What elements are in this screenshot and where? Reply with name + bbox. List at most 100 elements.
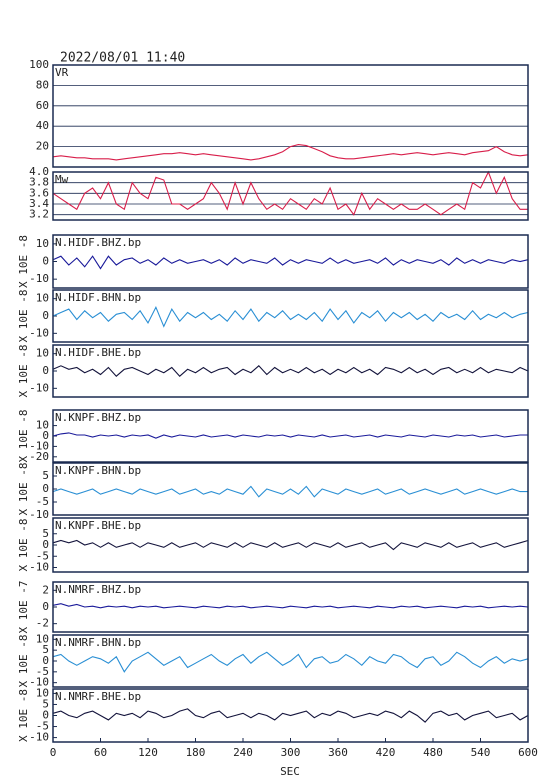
series-line [52, 708, 529, 723]
y-axis-label: X 10E -8 [17, 463, 30, 516]
y-tick-label: 10 [36, 419, 49, 432]
y-tick-label: 0 [42, 364, 49, 377]
panel-frame [52, 581, 529, 633]
x-axis-label: SEC [280, 765, 300, 778]
y-tick-label: 100 [29, 58, 49, 71]
series-line [52, 432, 528, 439]
panel-label: N.NMRF.BHE.bp [55, 690, 141, 703]
y-tick-label: 10 [36, 237, 49, 250]
x-tick-label: 0 [50, 746, 57, 759]
y-axis-label: X 10E -8 [17, 290, 30, 343]
y-axis-label: X 10E -8 [17, 635, 30, 688]
series-line [52, 305, 529, 328]
y-tick-label: -5 [36, 495, 49, 508]
y-tick-label: 0 [42, 654, 49, 667]
y-tick-label: 5 [42, 643, 49, 656]
y-tick-label: -5 [36, 549, 49, 562]
y-tick-label: 20 [36, 140, 49, 153]
y-axis-label: X 10E -8 [17, 519, 30, 572]
y-axis-label: X 10E -7 [17, 581, 30, 634]
chart-title: 2022/08/01 11:40 [60, 51, 185, 66]
x-tick-label: 120 [138, 746, 158, 759]
panel-frame [52, 517, 529, 573]
y-tick-label: 10 [36, 632, 49, 645]
y-tick-label: 10 [36, 347, 49, 360]
panel-label: N.HIDF.BHN.bp [55, 291, 141, 304]
y-tick-label: -5 [36, 720, 49, 733]
y-axis-label: X 10E -8 [17, 689, 30, 742]
y-tick-label: 4.0 [29, 165, 49, 178]
series-line [52, 485, 528, 498]
y-tick-label: 0 [42, 482, 49, 495]
x-tick-label: 420 [376, 746, 396, 759]
series-line [52, 651, 529, 673]
y-axis-label: X 10E -8 [17, 410, 30, 463]
y-axis-label: X 10E -8 [17, 235, 30, 288]
panel-label: N.KNPF.BHZ.bp [55, 411, 141, 424]
y-tick-label: -10 [29, 731, 49, 744]
y-axis-label: X 10E -8 [17, 345, 30, 398]
y-tick-label: 5 [42, 469, 49, 482]
y-tick-label: 0 [42, 255, 49, 268]
series-line [52, 255, 529, 270]
panel-frame [52, 344, 529, 398]
series-line [52, 365, 529, 377]
y-tick-label: 0 [42, 538, 49, 551]
y-tick-label: 3.4 [29, 197, 49, 210]
x-tick-label: 240 [233, 746, 253, 759]
panel-frame [52, 171, 529, 221]
x-tick-label: 540 [471, 746, 491, 759]
panel-label: Mw [55, 173, 69, 186]
panel-label: VR [55, 66, 69, 79]
series-line [52, 603, 529, 609]
x-tick-label: 180 [186, 746, 206, 759]
series-line [52, 539, 529, 551]
y-tick-label: 0 [42, 600, 49, 613]
y-tick-label: -10 [29, 381, 49, 394]
y-tick-label: -5 [36, 665, 49, 678]
panel-label: N.KNPF.BHE.bp [55, 519, 141, 532]
y-tick-label: 2 [42, 583, 49, 596]
panel-label: N.HIDF.BHE.bp [55, 346, 141, 359]
y-tick-label: -10 [29, 508, 49, 521]
series-line [52, 144, 529, 161]
panel-frame [52, 64, 529, 168]
y-tick-label: -10 [29, 676, 49, 689]
panel-label: N.KNPF.BHN.bp [55, 464, 141, 477]
y-tick-label: 5 [42, 527, 49, 540]
x-tick-label: 600 [518, 746, 538, 759]
y-tick-label: 10 [36, 292, 49, 305]
y-tick-label: -10 [29, 326, 49, 339]
y-tick-label: 80 [36, 78, 49, 91]
series-line [52, 170, 528, 216]
y-tick-label: 10 [36, 686, 49, 699]
x-tick-label: 360 [328, 746, 348, 759]
y-tick-label: 3.8 [29, 176, 49, 189]
y-tick-label: 0 [42, 429, 49, 442]
y-tick-label: -10 [29, 272, 49, 285]
y-tick-label: 0 [42, 309, 49, 322]
panel-frame [52, 289, 529, 343]
panel-frame [52, 234, 529, 289]
y-tick-label: 3.6 [29, 186, 49, 199]
y-tick-label: 60 [36, 99, 49, 112]
panel-frame [52, 409, 529, 463]
x-tick-label: 300 [281, 746, 301, 759]
y-tick-label: -2 [36, 617, 49, 630]
y-tick-label: -10 [29, 439, 49, 452]
panel-label: N.NMRF.BHZ.bp [55, 583, 141, 596]
panel-frame [52, 462, 529, 516]
panel-label: N.HIDF.BHZ.bp [55, 236, 141, 249]
y-tick-label: -10 [29, 561, 49, 574]
x-tick-label: 60 [94, 746, 107, 759]
y-tick-label: 0 [42, 709, 49, 722]
y-tick-label: 40 [36, 119, 49, 132]
y-tick-label: 5 [42, 697, 49, 710]
y-tick-label: 3.2 [29, 208, 49, 221]
panel-label: N.NMRF.BHN.bp [55, 636, 141, 649]
y-tick-label: -20 [29, 450, 49, 463]
x-tick-label: 480 [423, 746, 443, 759]
panel-frame [52, 634, 529, 688]
